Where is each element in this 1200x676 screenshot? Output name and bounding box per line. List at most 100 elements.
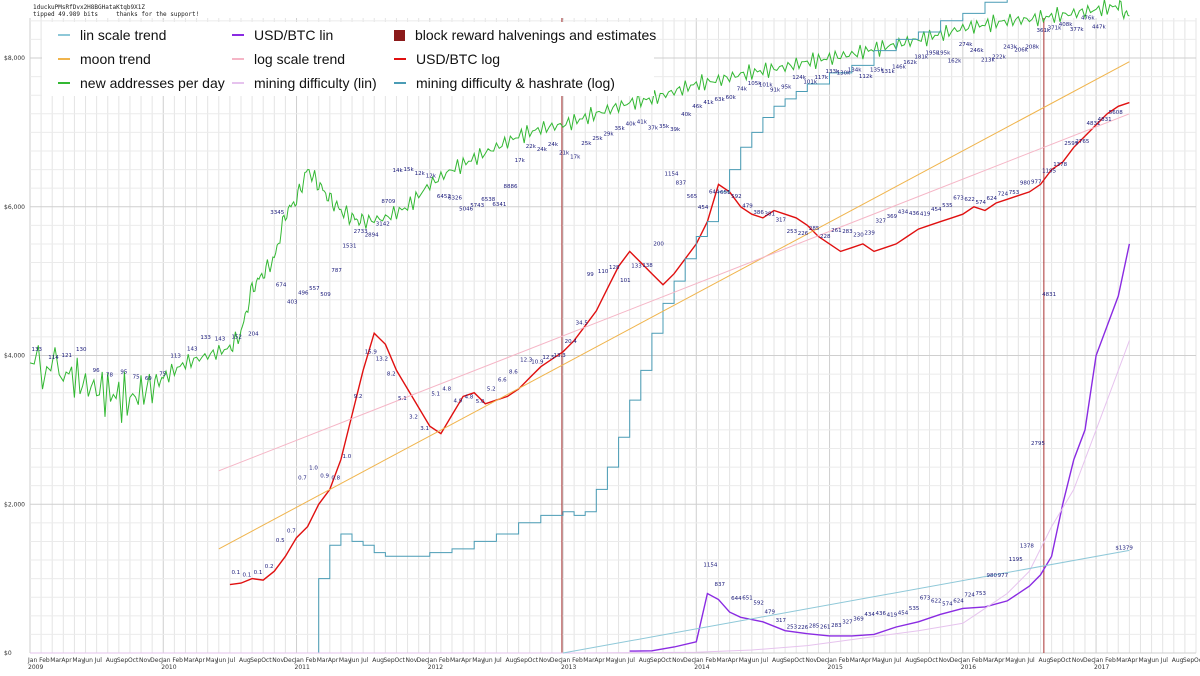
x-tick-label: May <box>72 657 85 664</box>
x-tick-label: Mar <box>317 657 329 664</box>
x-tick-label: Nov <box>672 657 684 664</box>
legend-label: new addresses per day <box>80 75 225 91</box>
x-tick-label: Feb <box>306 657 317 664</box>
data-label: 724 <box>964 592 975 598</box>
data-label: 12.3 <box>520 357 533 363</box>
data-label: 2599 <box>1064 141 1078 147</box>
data-label: 361k <box>1037 28 1051 34</box>
data-label: 274k <box>959 42 973 48</box>
data-label: 20.4 <box>565 339 578 345</box>
data-label: 4.9 <box>454 398 463 404</box>
legend-item: lin scale trend <box>58 26 166 44</box>
x-tick-label: Oct <box>1194 657 1200 664</box>
x-tick-label: Sep <box>916 657 928 664</box>
legend: lin scale trend moon trend new addresses… <box>42 22 656 96</box>
legend-swatch <box>394 58 406 60</box>
x-tick-label: Jul <box>1160 657 1169 664</box>
x-tick-year: 2009 <box>28 664 43 671</box>
x-tick-label: May <box>1138 657 1151 664</box>
x-tick-year: 2013 <box>561 664 576 671</box>
data-label: 674 <box>276 282 287 288</box>
legend-swatch <box>232 82 244 84</box>
y-axis: $0 $2,000 $4,000 $6,000 $8,000 <box>4 55 25 657</box>
data-label: 124k <box>792 75 806 81</box>
data-label: 1195 <box>1042 169 1056 175</box>
x-tick-label: Aug <box>372 657 384 664</box>
data-label: 143 <box>215 337 226 343</box>
data-label: 21k <box>559 151 570 157</box>
x-tick-label: Apr <box>994 657 1005 664</box>
data-label: 3.1 <box>420 426 429 432</box>
data-label: 574 <box>942 601 953 607</box>
series-line-lin-scale-trend <box>562 549 1130 654</box>
data-label: 22k <box>526 144 537 150</box>
data-label: 2733 <box>354 229 368 235</box>
data-label: 63k <box>714 97 725 103</box>
data-label: 1378 <box>1053 162 1067 168</box>
data-label: 565 <box>687 194 698 200</box>
x-tick-label: Dec <box>1083 657 1095 664</box>
data-label: 535 <box>909 606 920 612</box>
data-label: 624 <box>987 196 998 202</box>
data-label: 213k <box>981 58 995 64</box>
data-label: 101k <box>803 79 817 85</box>
data-label: 17k <box>515 158 526 164</box>
data-label: 40k <box>626 122 637 128</box>
data-label: 285 <box>809 624 820 630</box>
x-tick-label: Nov <box>939 657 951 664</box>
data-label: 243k <box>1003 44 1017 50</box>
x-tick-label: Sep <box>1050 657 1062 664</box>
data-label: 673 <box>953 195 964 201</box>
x-tick-label: Aug <box>106 657 118 664</box>
data-label: 2795 <box>1031 441 1045 447</box>
data-label: 101k <box>759 82 773 88</box>
data-label: 557 <box>309 286 320 292</box>
x-tick-label: Mar <box>1116 657 1128 664</box>
data-label: 6326 <box>448 195 462 201</box>
x-tick-label: Oct <box>394 657 405 664</box>
data-label: 1531 <box>342 244 356 250</box>
data-label: 239 <box>864 230 875 236</box>
legend-swatch <box>232 58 244 60</box>
data-label: 226 <box>798 625 809 631</box>
data-label: 15k <box>404 167 415 173</box>
data-label: 454 <box>898 610 909 616</box>
data-label: 25k <box>581 141 592 147</box>
data-label: 0.9 <box>320 473 329 479</box>
legend-swatch <box>58 82 70 84</box>
data-label: 622 <box>931 598 942 604</box>
data-label: 592 <box>731 194 742 200</box>
y-tick-label: $6,000 <box>4 204 25 211</box>
data-label: 4.8 <box>465 395 474 401</box>
data-label: 622 <box>964 197 975 203</box>
x-tick-label: Dec <box>950 657 962 664</box>
data-label: 226 <box>798 231 809 237</box>
data-label: 2894 <box>365 233 379 239</box>
data-label: 1.0 <box>309 465 318 471</box>
data-label: 436 <box>876 611 887 617</box>
data-label: 195k <box>937 50 951 56</box>
data-label: 980 <box>1020 180 1031 186</box>
data-label: 496 <box>298 291 309 297</box>
data-label: 34.5 <box>576 320 589 326</box>
data-label: 29k <box>603 131 614 137</box>
legend-item: mining difficulty (lin) <box>232 74 377 92</box>
x-tick-label: Dec <box>816 657 828 664</box>
data-label: 133 <box>32 347 43 353</box>
x-tick-label: Feb <box>439 657 450 664</box>
data-label: 3142 <box>376 221 390 227</box>
data-label: 535 <box>942 203 953 209</box>
x-tick-label: Jul <box>627 657 636 664</box>
data-label: 12.5 <box>542 355 555 361</box>
x-tick-label: Oct <box>261 657 272 664</box>
data-label: 1154 <box>703 563 717 569</box>
data-label: 74k <box>737 87 748 93</box>
donation-address: 1duckuPMsRfDvx2H8BGHataKtqb9X1Z <box>33 4 145 11</box>
legend-swatch <box>58 58 70 60</box>
data-label: 419 <box>887 613 898 619</box>
data-label: 476k <box>1081 15 1095 21</box>
x-tick-year: 2015 <box>828 664 843 671</box>
data-label: 5046 <box>459 206 473 212</box>
